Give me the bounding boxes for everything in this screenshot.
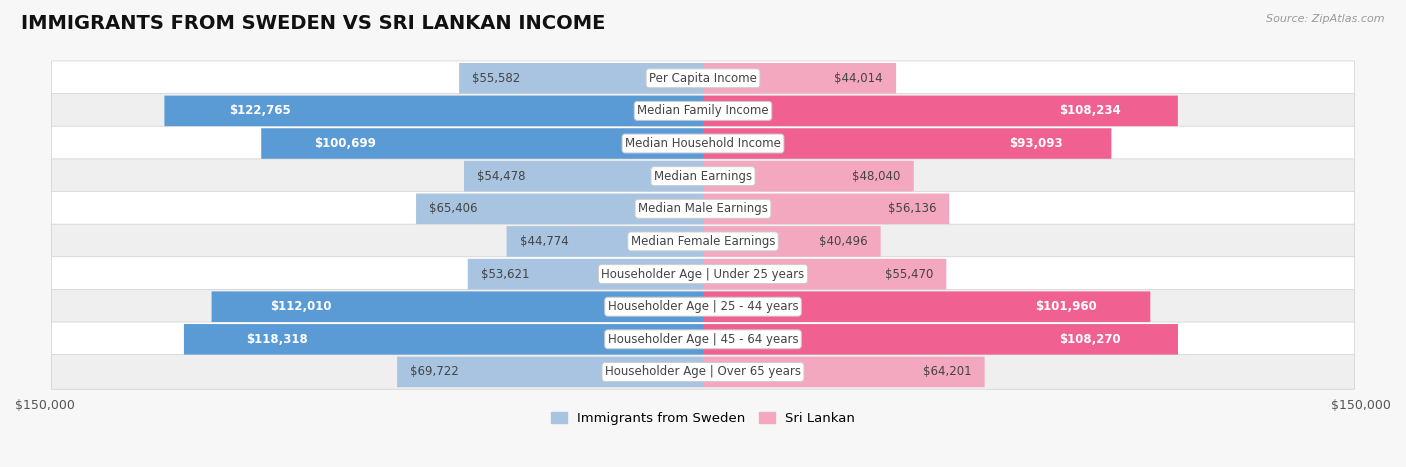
Text: Median Family Income: Median Family Income (637, 105, 769, 117)
Text: Householder Age | 45 - 64 years: Householder Age | 45 - 64 years (607, 333, 799, 346)
Text: $65,406: $65,406 (429, 202, 478, 215)
Text: $48,040: $48,040 (852, 170, 901, 183)
FancyBboxPatch shape (52, 93, 1354, 128)
FancyBboxPatch shape (703, 63, 896, 93)
Text: Householder Age | Under 25 years: Householder Age | Under 25 years (602, 268, 804, 281)
Text: $64,201: $64,201 (922, 366, 972, 378)
FancyBboxPatch shape (703, 226, 880, 257)
FancyBboxPatch shape (52, 126, 1354, 161)
FancyBboxPatch shape (52, 290, 1354, 324)
Text: $55,470: $55,470 (884, 268, 934, 281)
Text: $122,765: $122,765 (229, 105, 291, 117)
FancyBboxPatch shape (52, 354, 1354, 389)
FancyBboxPatch shape (703, 291, 1150, 322)
Text: Per Capita Income: Per Capita Income (650, 72, 756, 85)
FancyBboxPatch shape (703, 193, 949, 224)
Text: Median Earnings: Median Earnings (654, 170, 752, 183)
FancyBboxPatch shape (703, 324, 1178, 354)
FancyBboxPatch shape (52, 224, 1354, 259)
Text: $40,496: $40,496 (818, 235, 868, 248)
FancyBboxPatch shape (703, 96, 1178, 126)
FancyBboxPatch shape (703, 128, 1111, 159)
Text: Source: ZipAtlas.com: Source: ZipAtlas.com (1267, 14, 1385, 24)
Text: $118,318: $118,318 (246, 333, 308, 346)
Text: $54,478: $54,478 (477, 170, 526, 183)
FancyBboxPatch shape (165, 96, 703, 126)
Text: Householder Age | Over 65 years: Householder Age | Over 65 years (605, 366, 801, 378)
FancyBboxPatch shape (703, 161, 914, 191)
FancyBboxPatch shape (52, 61, 1354, 96)
FancyBboxPatch shape (262, 128, 703, 159)
Text: $44,014: $44,014 (834, 72, 883, 85)
Text: Median Male Earnings: Median Male Earnings (638, 202, 768, 215)
FancyBboxPatch shape (184, 324, 703, 354)
Text: $112,010: $112,010 (270, 300, 332, 313)
FancyBboxPatch shape (396, 357, 703, 387)
Text: $53,621: $53,621 (481, 268, 530, 281)
FancyBboxPatch shape (52, 257, 1354, 291)
FancyBboxPatch shape (211, 291, 703, 322)
Text: Median Household Income: Median Household Income (626, 137, 780, 150)
Text: $56,136: $56,136 (887, 202, 936, 215)
Text: $100,699: $100,699 (314, 137, 377, 150)
FancyBboxPatch shape (506, 226, 703, 257)
Text: $44,774: $44,774 (520, 235, 568, 248)
Text: Householder Age | 25 - 44 years: Householder Age | 25 - 44 years (607, 300, 799, 313)
Text: $55,582: $55,582 (472, 72, 520, 85)
Text: $108,234: $108,234 (1059, 105, 1121, 117)
Text: $108,270: $108,270 (1059, 333, 1121, 346)
FancyBboxPatch shape (52, 159, 1354, 193)
FancyBboxPatch shape (52, 322, 1354, 357)
Text: $101,960: $101,960 (1035, 300, 1097, 313)
FancyBboxPatch shape (52, 191, 1354, 226)
FancyBboxPatch shape (464, 161, 703, 191)
Text: $93,093: $93,093 (1008, 137, 1063, 150)
FancyBboxPatch shape (703, 259, 946, 290)
FancyBboxPatch shape (703, 357, 984, 387)
Text: Median Female Earnings: Median Female Earnings (631, 235, 775, 248)
FancyBboxPatch shape (416, 193, 703, 224)
Text: IMMIGRANTS FROM SWEDEN VS SRI LANKAN INCOME: IMMIGRANTS FROM SWEDEN VS SRI LANKAN INC… (21, 14, 606, 33)
FancyBboxPatch shape (468, 259, 703, 290)
Text: $69,722: $69,722 (411, 366, 458, 378)
FancyBboxPatch shape (460, 63, 703, 93)
Legend: Immigrants from Sweden, Sri Lankan: Immigrants from Sweden, Sri Lankan (546, 407, 860, 430)
